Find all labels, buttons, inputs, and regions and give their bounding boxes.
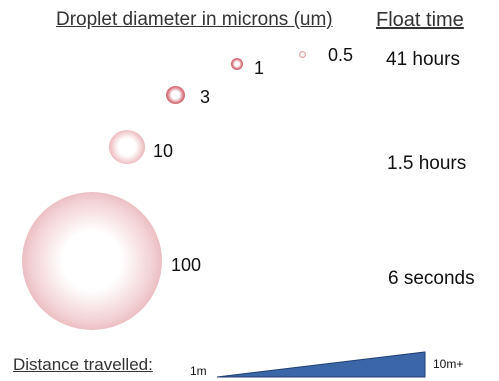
distance-travelled-label: Distance travelled: — [13, 355, 153, 374]
droplet-0-5um — [299, 51, 306, 58]
distance-wedge — [216, 351, 426, 378]
droplet-1um — [231, 58, 243, 70]
droplet-size-label: 10 — [153, 141, 174, 161]
droplet-size-label: 1 — [254, 58, 265, 78]
droplet-size-label: 3 — [200, 87, 211, 107]
float-time-value: 1.5 hours — [387, 153, 467, 174]
distance-start-label: 1m — [190, 364, 207, 378]
float-time-value: 6 seconds — [388, 268, 475, 289]
droplet-size-label: 0.5 — [328, 45, 354, 65]
droplet-size-label: 100 — [171, 255, 202, 275]
droplet-diameter-header: Droplet diameter in microns (um) — [56, 9, 333, 30]
droplet-3um — [166, 86, 185, 104]
float-time-header: Float time — [376, 9, 464, 31]
distance-end-label: 10m+ — [433, 357, 464, 371]
droplet-100um — [22, 192, 162, 330]
droplet-10um — [109, 130, 145, 164]
float-time-value: 41 hours — [386, 49, 460, 70]
